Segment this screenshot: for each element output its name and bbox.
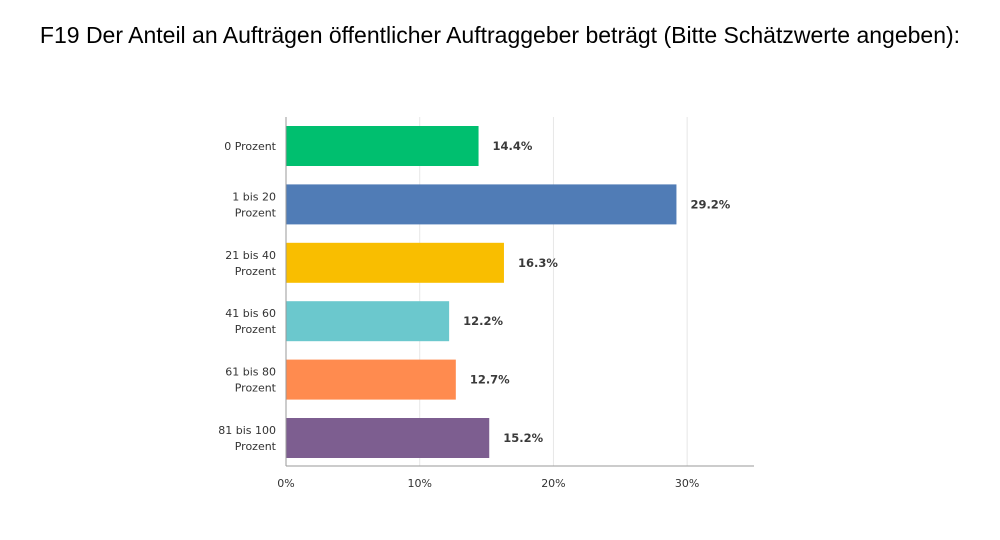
x-tick-label: 20%	[541, 477, 565, 490]
data-label: 16.3%	[518, 256, 558, 270]
data-label: 12.2%	[463, 314, 503, 328]
data-label: 29.2%	[690, 197, 730, 211]
category-label: 61 bis 80 Prozent	[225, 366, 276, 395]
category-label: 1 bis 20 Prozent	[232, 190, 276, 219]
category-label: 0 Prozent	[224, 140, 276, 153]
bar	[286, 184, 677, 225]
x-tick-label: 30%	[675, 477, 699, 490]
x-tick-label: 10%	[407, 477, 431, 490]
chart-title: F19 Der Anteil an Aufträgen öffentlicher…	[39, 22, 961, 48]
labels: 0% 10% 20% 30% 14.4% 0 Prozent 29.2% 1 bis 20 Pr…	[218, 139, 731, 490]
x-tick-label: 0%	[277, 477, 294, 490]
bar	[286, 359, 456, 400]
bar	[286, 242, 504, 283]
category-label: 21 bis 40 Prozent	[225, 249, 276, 278]
bars	[286, 126, 677, 458]
bar	[286, 126, 479, 166]
data-label: 14.4%	[493, 139, 533, 153]
category-label: 81 bis 100 Prozent	[218, 424, 276, 453]
data-label: 12.7%	[470, 373, 510, 387]
axes	[285, 117, 754, 467]
category-label: 41 bis 60 Prozent	[225, 307, 276, 336]
gridlines	[419, 117, 688, 466]
bar	[286, 418, 490, 458]
bar	[286, 301, 450, 342]
data-label: 15.2%	[503, 431, 543, 445]
